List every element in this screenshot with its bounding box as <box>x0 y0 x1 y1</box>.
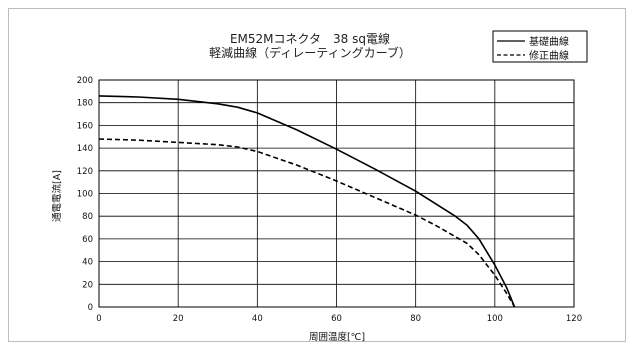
y-tick-label: 140 <box>77 144 93 154</box>
x-tick-label: 60 <box>331 314 342 324</box>
legend-box <box>492 30 588 63</box>
y-tick-label: 200 <box>77 76 93 86</box>
x-tick-label: 120 <box>566 314 582 324</box>
series-line-corrected-curve <box>98 138 516 308</box>
y-tick-label: 180 <box>77 99 93 109</box>
legend-label-base-curve: 基礎曲線 <box>529 35 569 48</box>
x-tick-label: 20 <box>173 314 184 324</box>
y-axis-label: 通電電流[A] <box>51 170 63 222</box>
y-tick-label: 120 <box>77 167 93 177</box>
y-tick-label: 40 <box>82 258 93 268</box>
x-axis-label: 周囲温度[℃] <box>309 331 365 343</box>
chart-subtitle: 軽減曲線（ディレーティングカーブ） <box>209 45 411 60</box>
y-tick-label: 160 <box>77 121 93 131</box>
x-tick-label: 40 <box>252 314 263 324</box>
y-tick-label: 100 <box>77 190 93 200</box>
y-tick-label: 80 <box>82 212 93 222</box>
series-line-base-curve <box>98 95 516 308</box>
x-tick-label: 0 <box>96 314 101 324</box>
chart-frame <box>8 8 626 342</box>
y-tick-label: 0 <box>88 303 93 313</box>
y-tick-label: 20 <box>82 280 93 290</box>
plot-area-border <box>98 79 575 308</box>
x-tick-label: 80 <box>410 314 421 324</box>
legend: 基礎曲線 修正曲線 <box>492 30 588 63</box>
chart-title: EM52Mコネクタ 38 sq電線 <box>230 31 390 46</box>
legend-label-corrected-curve: 修正曲線 <box>529 49 569 62</box>
y-tick-label: 60 <box>82 235 93 245</box>
x-tick-label: 100 <box>487 314 503 324</box>
